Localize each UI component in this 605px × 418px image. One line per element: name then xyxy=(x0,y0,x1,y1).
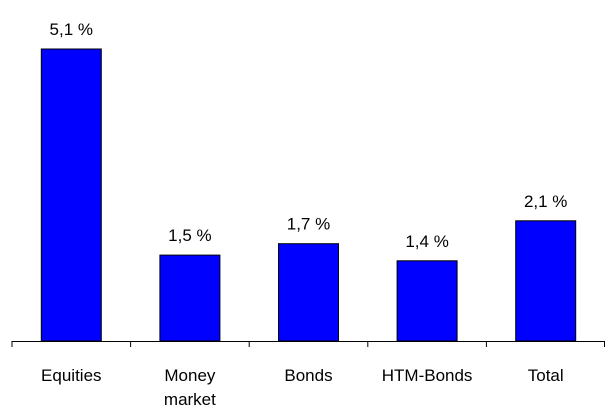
x-tick-labels-layer: Equities Money market Bonds HTM-Bonds Total xyxy=(41,366,564,409)
x-tick-label-0: Equities xyxy=(41,366,101,385)
x-tick-label-2: Bonds xyxy=(284,366,332,385)
bar-3 xyxy=(396,260,458,342)
bars-layer xyxy=(40,48,577,342)
x-tick-label-3: HTM-Bonds xyxy=(382,366,473,385)
bar-1 xyxy=(159,254,221,342)
data-labels-layer: 5,1 % 1,5 % 1,7 % 1,4 % 2,1 % xyxy=(50,20,568,251)
bar-2 xyxy=(278,243,339,342)
data-label-3: 1,4 % xyxy=(405,232,448,251)
data-label-4: 2,1 % xyxy=(524,192,567,211)
bar-4 xyxy=(515,220,577,342)
bar-0 xyxy=(40,48,102,342)
data-label-1: 1,5 % xyxy=(168,226,211,245)
data-label-2: 1,7 % xyxy=(287,215,330,234)
data-label-0: 5,1 % xyxy=(50,20,93,39)
x-tick-label-1: Money market xyxy=(164,366,216,409)
x-tick-label-4: Total xyxy=(528,366,564,385)
x-axis xyxy=(11,341,605,347)
